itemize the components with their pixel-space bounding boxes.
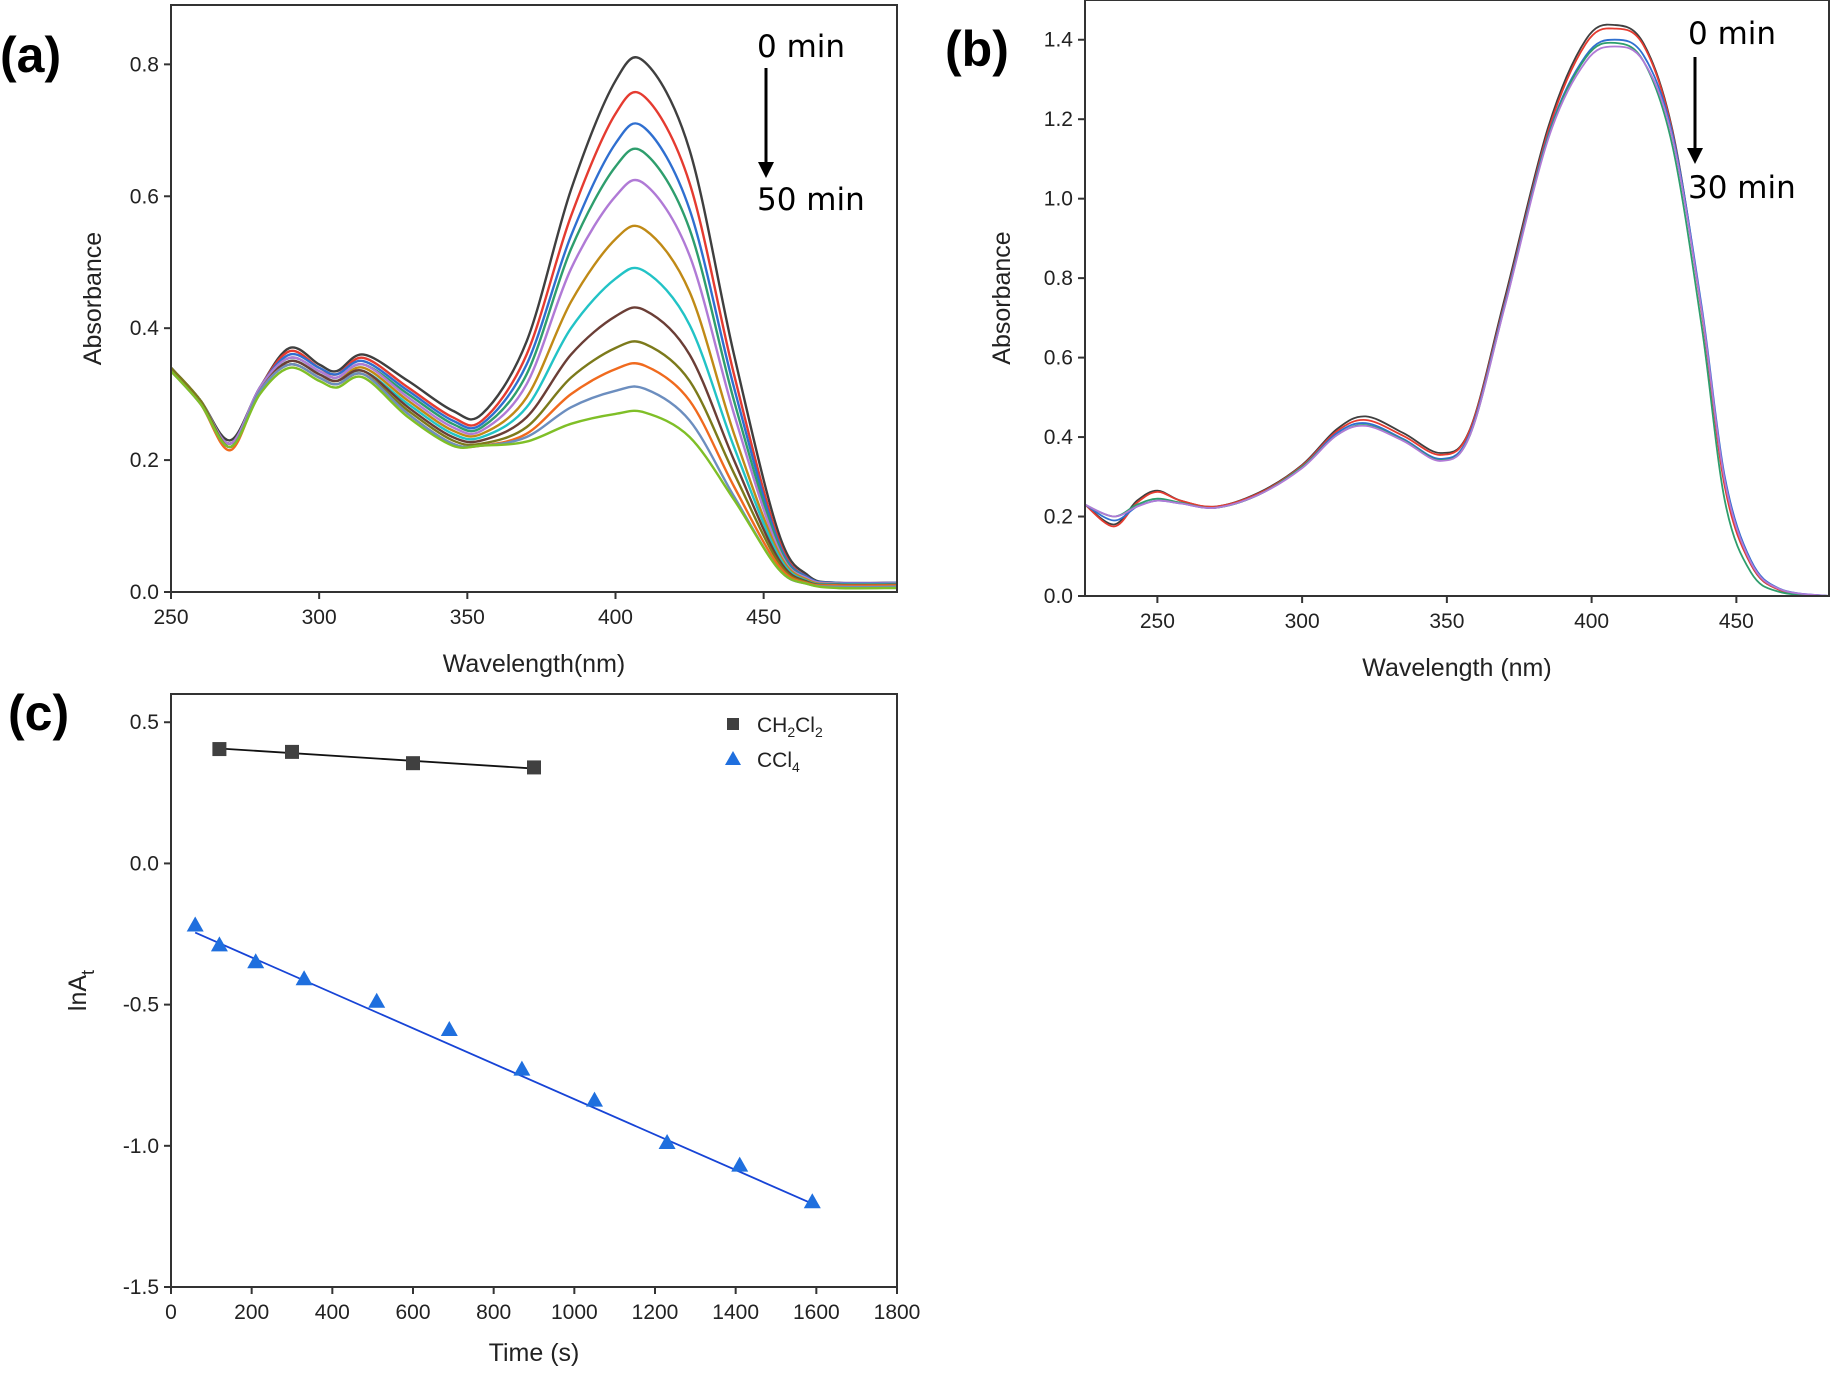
panel-a-chart: 250 300 350 400 450 0.0 0.2 0.4 0.6 0.8 Wavelength… <box>79 4 898 678</box>
time-arrow-head <box>1687 148 1703 164</box>
data-point-triangle <box>210 936 228 952</box>
y-tick-label: 0.8 <box>130 53 159 76</box>
annotation-start-time: 0 min <box>757 29 845 65</box>
panel-a-label: (a) <box>0 27 61 83</box>
plot-frame <box>170 693 898 1288</box>
y-tick-label: 1.0 <box>1044 188 1073 211</box>
y-tick-label: 1.4 <box>1044 29 1074 52</box>
spectrum-line-4 <box>171 178 897 585</box>
spectrum-line-0 <box>171 56 897 585</box>
data-point-triangle <box>295 970 313 986</box>
fit-line-0 <box>219 747 535 770</box>
data-point-triangle <box>368 992 386 1008</box>
y-tick-label: 0.4 <box>1044 426 1074 449</box>
x-tick-label: 450 <box>746 606 781 629</box>
x-tick-label: 1600 <box>793 1301 840 1324</box>
panel-b-chart: 250 300 350 400 450 0.0 0.2 0.4 0.6 0.8 1.0 1.2 1.4 W… <box>988 0 1830 682</box>
legend-entry-label: CH2Cl2 <box>757 714 823 740</box>
series-group <box>1085 23 1829 596</box>
y-tick-label: 0.5 <box>130 711 159 734</box>
legend: CH2Cl2 CCl4 <box>725 714 823 775</box>
x-tick-label: 800 <box>476 1301 511 1324</box>
x-tick-label: 1200 <box>632 1301 679 1324</box>
fit-line-1 <box>194 931 813 1205</box>
data-point-triangle <box>731 1156 749 1172</box>
legend-entry-label: CCl4 <box>757 749 800 775</box>
x-tick-label: 600 <box>395 1301 430 1324</box>
x-tick-label: 1000 <box>551 1301 598 1324</box>
x-axis-title: Wavelength (nm) <box>1362 654 1551 682</box>
y-tick-label: 0.0 <box>130 581 159 604</box>
y-axis-title: Absorbance <box>79 232 107 365</box>
time-arrow-head <box>758 162 774 178</box>
annotation-end-time: 30 min <box>1688 170 1796 206</box>
y-tick-label: 1.2 <box>1044 108 1073 131</box>
panel-c-label: (c) <box>8 685 69 741</box>
spectrum-line-11 <box>171 366 897 590</box>
y-tick-label: 0.2 <box>130 449 159 472</box>
x-tick-label: 300 <box>1285 610 1320 633</box>
spectrum-line-4 <box>1085 45 1829 596</box>
x-tick-label: 200 <box>234 1301 269 1324</box>
x-axis-title: Time (s) <box>489 1339 580 1367</box>
data-point-triangle <box>586 1091 603 1107</box>
x-tick-label: 0 <box>165 1301 177 1324</box>
panel-b-label: (b) <box>945 21 1009 77</box>
spectrum-line-2 <box>171 122 897 585</box>
y-tick-label: 0.6 <box>130 185 159 208</box>
y-axis-title: lnAt <box>64 970 98 1011</box>
x-tick-label: 250 <box>153 606 188 629</box>
data-point-triangle <box>513 1060 531 1076</box>
plot-frame <box>170 4 898 593</box>
x-tick-label: 400 <box>598 606 633 629</box>
y-tick-label: 0.2 <box>1044 506 1073 529</box>
y-tick-label: 0.0 <box>1044 585 1073 608</box>
y-tick-label: -1.5 <box>123 1276 159 1299</box>
spectrum-line-1 <box>171 91 897 585</box>
data-point-square <box>406 756 420 771</box>
data-point-square <box>285 744 299 759</box>
x-tick-label: 250 <box>1140 610 1175 633</box>
data-point-square <box>212 742 227 757</box>
y-tick-label: 0.0 <box>130 852 159 875</box>
y-tick-label: -1.0 <box>123 1135 159 1158</box>
y-tick-label: 0.4 <box>130 317 160 340</box>
legend-marker-triangle <box>725 751 741 765</box>
plot-background <box>171 694 897 1287</box>
y-tick-label: 0.6 <box>1044 347 1073 370</box>
series-group <box>171 56 897 590</box>
y-axis-title: Absorbance <box>988 231 1016 364</box>
annotation-end-time: 50 min <box>757 182 865 218</box>
x-tick-label: 350 <box>1429 610 1464 633</box>
data-point-triangle <box>440 1021 458 1037</box>
x-axis-title: Wavelength(nm) <box>443 650 625 678</box>
plot-background <box>1085 0 1829 596</box>
x-tick-label: 400 <box>315 1301 350 1324</box>
data-point-triangle <box>658 1133 676 1149</box>
y-tick-label: -0.5 <box>123 994 159 1017</box>
data-point-triangle <box>186 916 204 932</box>
plot-background <box>171 5 897 592</box>
data-point-triangle <box>247 953 265 969</box>
plot-frame <box>1084 0 1830 597</box>
x-tick-label: 300 <box>302 606 337 629</box>
data-point-triangle <box>803 1193 821 1209</box>
x-tick-label: 1400 <box>712 1301 759 1324</box>
x-tick-label: 450 <box>1719 610 1754 633</box>
y-tick-label: 0.8 <box>1044 267 1073 290</box>
x-tick-label: 350 <box>450 606 485 629</box>
x-tick-label: 1800 <box>874 1301 921 1324</box>
panel-c-chart: 0 200 400 600 800 1000 1200 1400 1600 1800 -1.5 -1.… <box>64 693 921 1367</box>
legend-marker-square <box>727 718 739 730</box>
annotation-start-time: 0 min <box>1688 16 1776 52</box>
data-point-square <box>527 760 541 775</box>
x-tick-label: 400 <box>1574 610 1609 633</box>
